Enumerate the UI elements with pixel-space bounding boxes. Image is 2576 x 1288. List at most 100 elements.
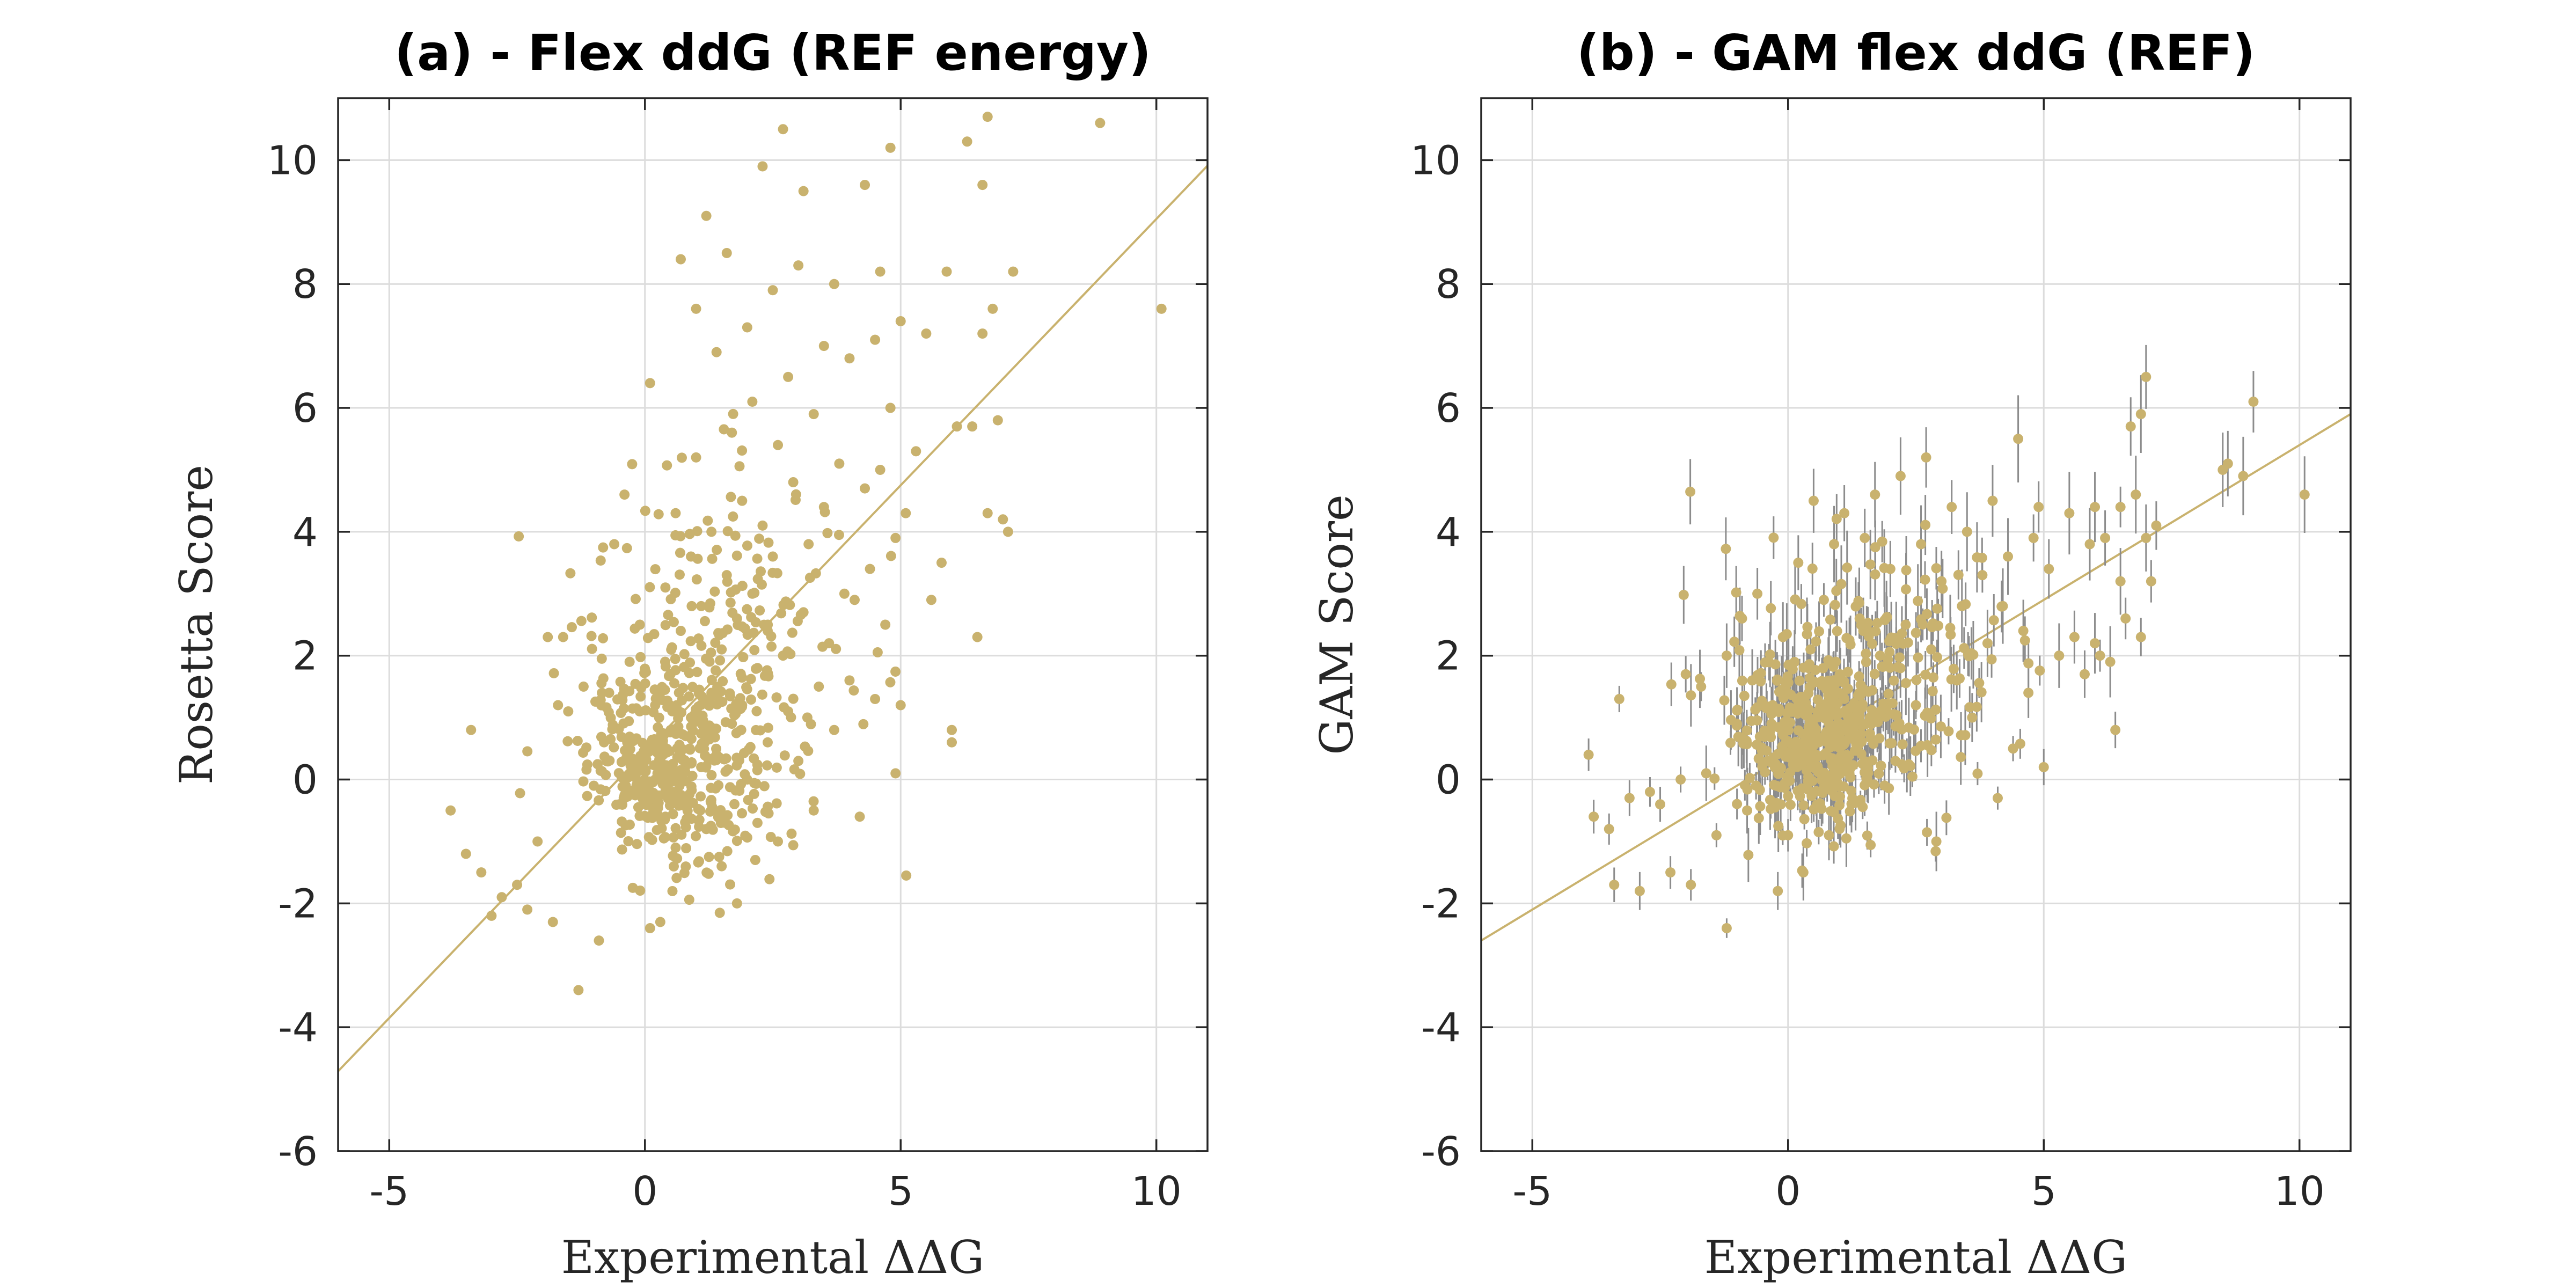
data-point [803, 539, 814, 550]
data-point [1911, 627, 1921, 638]
data-point [1831, 656, 1841, 667]
data-point [2084, 539, 2095, 550]
data-point [1972, 769, 1983, 779]
data-point [660, 656, 670, 667]
data-point [1777, 830, 1788, 841]
data-point [696, 791, 706, 802]
data-point [652, 825, 662, 836]
panel-b-axes-frame [1480, 97, 2352, 1152]
data-point [641, 800, 652, 810]
data-point [1840, 706, 1850, 716]
data-point [1902, 637, 1913, 648]
data-point [1836, 579, 1847, 589]
data-point [578, 776, 589, 787]
data-point [657, 773, 668, 784]
data-point [582, 791, 592, 801]
data-point [2131, 489, 2141, 500]
data-point [1772, 675, 1782, 686]
data-point [742, 540, 752, 551]
panel-b-title: (b) - GAM flex ddG (REF) [1577, 24, 2255, 82]
y-tick-label: 0 [1436, 757, 1461, 803]
data-point [675, 547, 685, 558]
data-point [645, 582, 655, 592]
data-point [880, 619, 891, 630]
data-point [860, 180, 870, 191]
data-point [612, 694, 623, 705]
data-point [660, 620, 671, 631]
data-point [633, 802, 643, 813]
data-point [1913, 652, 1923, 663]
data-point [2035, 665, 2045, 676]
data-point [668, 617, 679, 627]
data-point [706, 770, 717, 780]
data-point [691, 452, 701, 463]
data-point [819, 507, 830, 517]
data-point [718, 676, 728, 686]
data-point [1849, 702, 1860, 713]
data-point [2151, 520, 2162, 531]
data-point [788, 693, 799, 704]
data-point [669, 678, 679, 689]
data-point [786, 828, 797, 839]
data-point [1782, 708, 1792, 719]
data-point [1779, 716, 1790, 727]
data-point [947, 724, 957, 735]
data-point [947, 737, 957, 748]
data-point [752, 817, 763, 828]
data-point [1583, 749, 1594, 760]
data-point [890, 666, 901, 677]
data-point [722, 576, 733, 587]
x-tick-label: 10 [2274, 1168, 2325, 1214]
data-point [737, 581, 748, 591]
data-point [1834, 800, 1845, 810]
data-point [1783, 791, 1794, 801]
data-point [655, 687, 665, 698]
data-point [635, 652, 646, 662]
data-point [696, 728, 707, 739]
data-point [661, 760, 671, 771]
data-point [1008, 266, 1019, 277]
data-point [780, 596, 791, 607]
data-point [1765, 649, 1775, 660]
data-point [1883, 689, 1894, 699]
data-point [1742, 805, 1753, 816]
data-point [647, 788, 658, 799]
data-point [596, 678, 607, 689]
data-point [926, 595, 936, 605]
data-point [1829, 599, 1840, 610]
data-point [730, 708, 741, 719]
data-point [662, 696, 673, 706]
data-point [1884, 738, 1895, 749]
data-point [1803, 775, 1813, 786]
data-point [608, 720, 618, 730]
data-point [1943, 726, 1954, 737]
data-point [699, 743, 709, 754]
data-point [725, 879, 736, 890]
data-point [1910, 745, 1921, 756]
data-point [1757, 696, 1767, 706]
data-point [711, 347, 722, 357]
data-point [1831, 514, 1842, 524]
panel-a-ylabel: Rosetta Score [170, 465, 223, 785]
data-point [1765, 794, 1775, 805]
data-point [771, 798, 782, 809]
data-point [1721, 650, 1732, 661]
data-point [637, 737, 648, 748]
data-point [1721, 923, 1732, 934]
data-point [640, 667, 651, 677]
data-point [2015, 738, 2025, 749]
data-point [1988, 615, 1999, 626]
data-point [1911, 675, 1922, 685]
data-point [2120, 613, 2131, 624]
data-point [742, 604, 752, 614]
data-point [731, 836, 742, 846]
data-point [681, 814, 692, 824]
data-point [1916, 539, 1927, 550]
data-point [1913, 596, 1923, 606]
data-point [1926, 644, 1937, 655]
data-point [1948, 663, 1959, 674]
data-point [710, 665, 721, 676]
data-point [901, 870, 912, 881]
data-point [1732, 705, 1743, 716]
data-point [1911, 700, 1921, 711]
